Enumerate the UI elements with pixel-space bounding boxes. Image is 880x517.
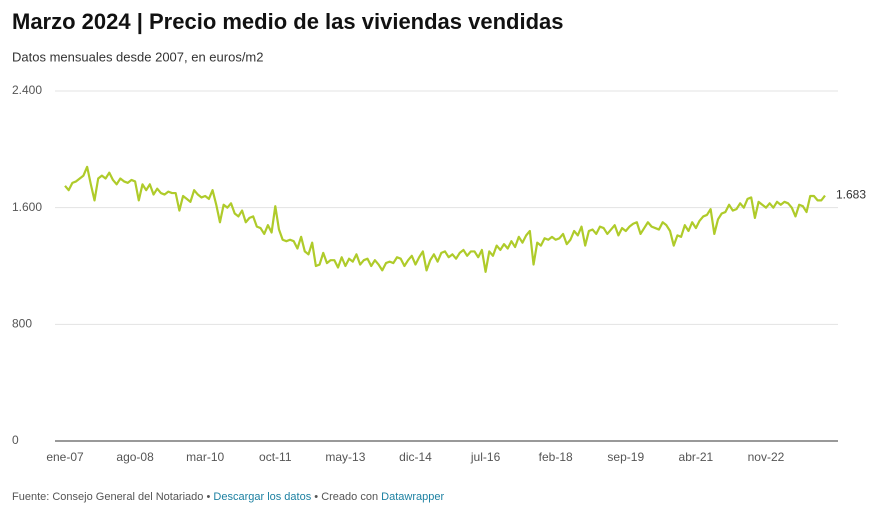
x-tick-label: oct-11 [259,450,292,464]
x-tick-label: dic-14 [399,450,432,464]
y-tick-label: 800 [12,317,32,331]
x-tick-label: may-13 [325,450,365,464]
x-tick-label: sep-19 [607,450,644,464]
y-tick-label: 2.400 [12,83,42,97]
x-tick-label: mar-10 [186,450,224,464]
footer-created: Creado con [321,491,378,503]
data-line [64,165,826,273]
x-tick-label: ago-08 [116,450,154,464]
datawrapper-link[interactable]: Datawrapper [381,491,444,503]
x-tick-label: jul-16 [470,450,501,464]
footer: Fuente: Consejo General del Notariado • … [12,491,444,503]
footer-source: Fuente: Consejo General del Notariado [12,491,203,503]
x-tick-label: feb-18 [539,450,573,464]
x-tick-label: abr-21 [679,450,714,464]
x-tick-label: nov-22 [748,450,785,464]
y-tick-label: 0 [12,433,19,447]
chart-title: Marzo 2024 | Precio medio de las viviend… [12,9,564,34]
value-label: 1.683 [836,188,866,202]
chart-subtitle: Datos mensuales desde 2007, en euros/m2 [12,49,264,64]
footer-separator: • [206,491,210,503]
x-tick-label: ene-07 [46,450,84,464]
download-link[interactable]: Descargar los datos [213,491,311,503]
footer-separator: • [314,491,318,503]
y-tick-label: 1.600 [12,200,42,214]
